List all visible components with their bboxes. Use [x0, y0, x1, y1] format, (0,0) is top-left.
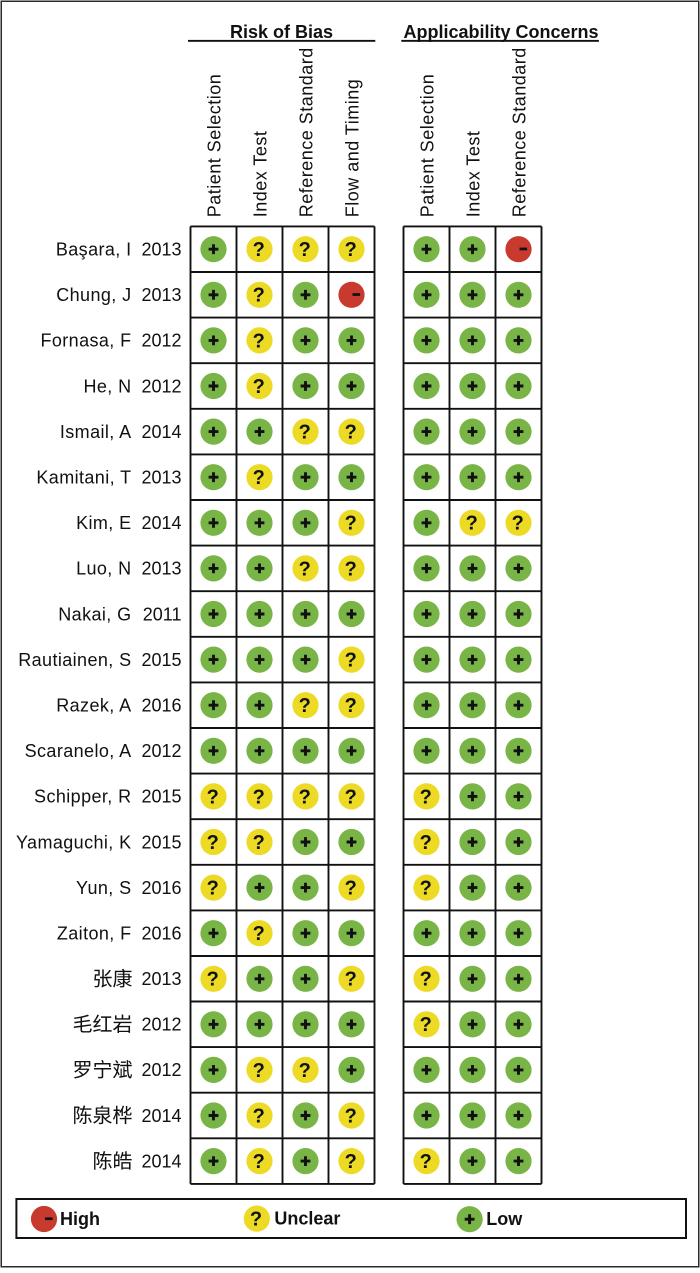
svg-text:Flow and Timing: Flow and Timing: [342, 79, 362, 218]
svg-text:Unclear: Unclear: [274, 1209, 340, 1229]
svg-text:Low: Low: [486, 1209, 523, 1229]
svg-text:Yun, S: Yun, S: [76, 878, 131, 898]
svg-text:2013: 2013: [141, 240, 181, 260]
svg-text:He, N: He, N: [83, 376, 131, 396]
svg-text:Reference Standard: Reference Standard: [296, 47, 316, 217]
svg-text:Ismail, A: Ismail, A: [60, 422, 132, 442]
svg-text:Scaranelo, A: Scaranelo, A: [25, 741, 132, 761]
svg-text:Razek, A: Razek, A: [56, 696, 131, 716]
svg-text:Patient Selection: Patient Selection: [417, 74, 437, 218]
svg-text:Fornasa, F: Fornasa, F: [40, 331, 131, 351]
svg-text:2015: 2015: [141, 832, 181, 852]
svg-text:2014: 2014: [141, 513, 181, 533]
svg-text:2013: 2013: [141, 285, 181, 305]
svg-text:2014: 2014: [141, 1106, 181, 1126]
svg-text:2016: 2016: [141, 924, 181, 944]
svg-text:Yamaguchi, K: Yamaguchi, K: [16, 832, 132, 852]
svg-text:Rautiainen, S: Rautiainen, S: [18, 650, 131, 670]
svg-text:Reference Standard: Reference Standard: [509, 47, 529, 217]
svg-text:2013: 2013: [141, 468, 181, 488]
svg-text:High: High: [60, 1209, 100, 1229]
svg-text:2016: 2016: [141, 696, 181, 716]
svg-text:2012: 2012: [141, 1060, 181, 1080]
svg-text:Başara, I: Başara, I: [56, 240, 132, 260]
svg-text:2013: 2013: [141, 969, 181, 989]
svg-text:2011: 2011: [143, 604, 182, 624]
svg-text:Risk of Bias: Risk of Bias: [230, 22, 333, 42]
svg-text:Zaiton, F: Zaiton, F: [57, 924, 132, 944]
svg-text:2012: 2012: [141, 741, 181, 761]
svg-text:2012: 2012: [141, 1015, 181, 1035]
svg-text:2014: 2014: [141, 422, 181, 442]
svg-text:2015: 2015: [141, 650, 181, 670]
svg-text:Schipper, R: Schipper, R: [34, 787, 131, 807]
svg-text:2016: 2016: [141, 878, 181, 898]
svg-text:Chung, J: Chung, J: [56, 285, 131, 305]
svg-text:2012: 2012: [141, 376, 181, 396]
svg-text:Index Test: Index Test: [250, 131, 270, 218]
svg-text:Index Test: Index Test: [463, 131, 483, 218]
svg-text:2012: 2012: [141, 331, 181, 351]
svg-text:Kim, E: Kim, E: [76, 513, 131, 533]
svg-text:Applicability Concerns: Applicability Concerns: [404, 22, 599, 42]
svg-text:2013: 2013: [141, 559, 181, 579]
svg-text:Luo, N: Luo, N: [76, 559, 131, 579]
svg-text:Kamitani, T: Kamitani, T: [36, 468, 131, 488]
svg-text:2014: 2014: [141, 1151, 181, 1171]
svg-text:Nakai, G: Nakai, G: [58, 604, 131, 624]
svg-text:Patient Selection: Patient Selection: [204, 74, 224, 218]
svg-text:2015: 2015: [141, 787, 181, 807]
